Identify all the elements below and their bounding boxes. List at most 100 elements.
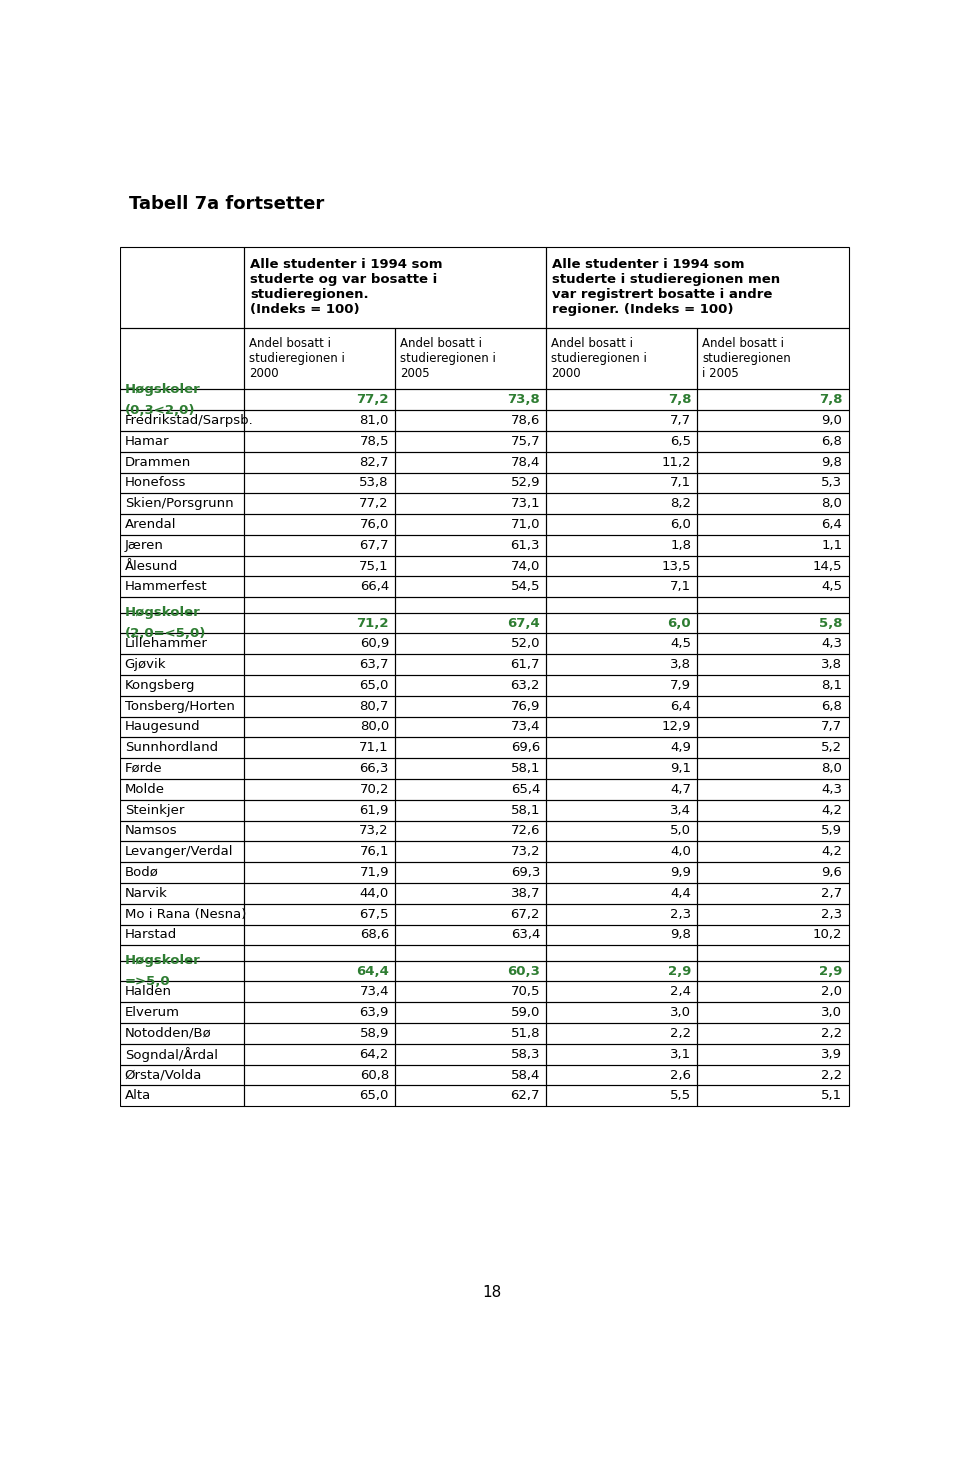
Bar	[244, 863, 396, 884]
Text: 75,7: 75,7	[511, 435, 540, 448]
Bar	[396, 863, 546, 884]
Bar	[546, 598, 697, 613]
Text: 4,7: 4,7	[670, 783, 691, 796]
Text: 9,1: 9,1	[670, 762, 691, 776]
Bar	[396, 820, 546, 841]
Text: Honefoss: Honefoss	[125, 477, 186, 490]
Text: 54,5: 54,5	[511, 580, 540, 593]
Bar	[697, 633, 849, 654]
Text: 7,7: 7,7	[670, 414, 691, 428]
Text: 58,3: 58,3	[511, 1048, 540, 1061]
Bar	[396, 841, 546, 863]
Bar	[244, 841, 396, 863]
Bar	[120, 758, 244, 778]
Text: Skien/Porsgrunn: Skien/Porsgrunn	[125, 497, 233, 511]
Text: 5,1: 5,1	[821, 1089, 842, 1103]
Text: 71,9: 71,9	[359, 866, 389, 879]
Bar	[120, 863, 244, 884]
Text: 3,0: 3,0	[670, 1006, 691, 1020]
Bar	[697, 799, 849, 820]
Text: Levanger/Verdal: Levanger/Verdal	[125, 845, 233, 858]
Bar	[244, 327, 396, 389]
Text: 58,1: 58,1	[511, 804, 540, 817]
Bar	[697, 778, 849, 799]
Bar	[244, 389, 396, 410]
Bar	[396, 493, 546, 514]
Text: Elverum: Elverum	[125, 1006, 180, 1020]
Bar	[697, 961, 849, 981]
Text: Hamar: Hamar	[125, 435, 169, 448]
Bar	[396, 514, 546, 534]
Bar	[396, 1064, 546, 1085]
Bar	[244, 1002, 396, 1023]
Bar	[244, 799, 396, 820]
Text: 6,8: 6,8	[822, 700, 842, 713]
Bar	[697, 1064, 849, 1085]
Bar	[120, 981, 244, 1002]
Text: 63,9: 63,9	[360, 1006, 389, 1020]
Text: 11,2: 11,2	[661, 456, 691, 469]
Bar	[120, 1064, 244, 1085]
Bar	[396, 451, 546, 472]
Text: 9,9: 9,9	[670, 866, 691, 879]
Bar	[546, 1002, 697, 1023]
Text: 80,0: 80,0	[360, 721, 389, 734]
Bar	[244, 675, 396, 696]
Bar	[120, 389, 244, 410]
Bar	[546, 654, 697, 675]
Bar	[244, 247, 546, 327]
Text: 9,6: 9,6	[822, 866, 842, 879]
Text: 4,5: 4,5	[822, 580, 842, 593]
Bar	[697, 1023, 849, 1043]
Bar	[546, 884, 697, 904]
Text: 69,6: 69,6	[511, 741, 540, 755]
Bar	[546, 716, 697, 737]
Text: Andel bosatt i
studieregionen i
2005: Andel bosatt i studieregionen i 2005	[399, 337, 495, 380]
Bar	[120, 1043, 244, 1064]
Text: Andel bosatt i
studieregionen i
2000: Andel bosatt i studieregionen i 2000	[551, 337, 647, 380]
Bar	[120, 778, 244, 799]
Bar	[697, 758, 849, 778]
Bar	[120, 675, 244, 696]
Bar	[697, 884, 849, 904]
Bar	[697, 904, 849, 925]
Bar	[546, 451, 697, 472]
Bar	[396, 884, 546, 904]
Text: 52,9: 52,9	[511, 477, 540, 490]
Bar	[697, 716, 849, 737]
Bar	[697, 696, 849, 716]
Text: Alle studenter i 1994 som
studerte i studieregionen men
var registrert bosatte i: Alle studenter i 1994 som studerte i stu…	[552, 259, 780, 317]
Bar	[396, 389, 546, 410]
Text: 2,9: 2,9	[819, 965, 842, 978]
Bar	[697, 946, 849, 961]
Text: Hammerfest: Hammerfest	[125, 580, 207, 593]
Bar	[396, 758, 546, 778]
Bar	[120, 696, 244, 716]
Bar	[396, 737, 546, 758]
Bar	[697, 654, 849, 675]
Bar	[244, 1064, 396, 1085]
Bar	[546, 247, 849, 327]
Text: 4,2: 4,2	[822, 804, 842, 817]
Text: Notodden/Bø: Notodden/Bø	[125, 1027, 211, 1040]
Text: 67,5: 67,5	[359, 907, 389, 921]
Text: Fredrikstad/Sarpsb.: Fredrikstad/Sarpsb.	[125, 414, 253, 428]
Bar	[244, 946, 396, 961]
Bar	[244, 576, 396, 598]
Text: Andel bosatt i
studieregionen i
2000: Andel bosatt i studieregionen i 2000	[249, 337, 345, 380]
Bar	[396, 598, 546, 613]
Bar	[120, 716, 244, 737]
Text: Alle studenter i 1994 som
studerte og var bosatte i
studieregionen.
(Indeks = 10: Alle studenter i 1994 som studerte og va…	[251, 259, 443, 317]
Bar	[120, 841, 244, 863]
Bar	[697, 981, 849, 1002]
Text: 3,0: 3,0	[822, 1006, 842, 1020]
Bar	[120, 613, 244, 633]
Bar	[396, 534, 546, 555]
Bar	[697, 514, 849, 534]
Text: 9,8: 9,8	[670, 928, 691, 941]
Bar	[396, 925, 546, 946]
Text: 63,2: 63,2	[511, 679, 540, 693]
Bar	[120, 799, 244, 820]
Bar	[244, 493, 396, 514]
Bar	[546, 737, 697, 758]
